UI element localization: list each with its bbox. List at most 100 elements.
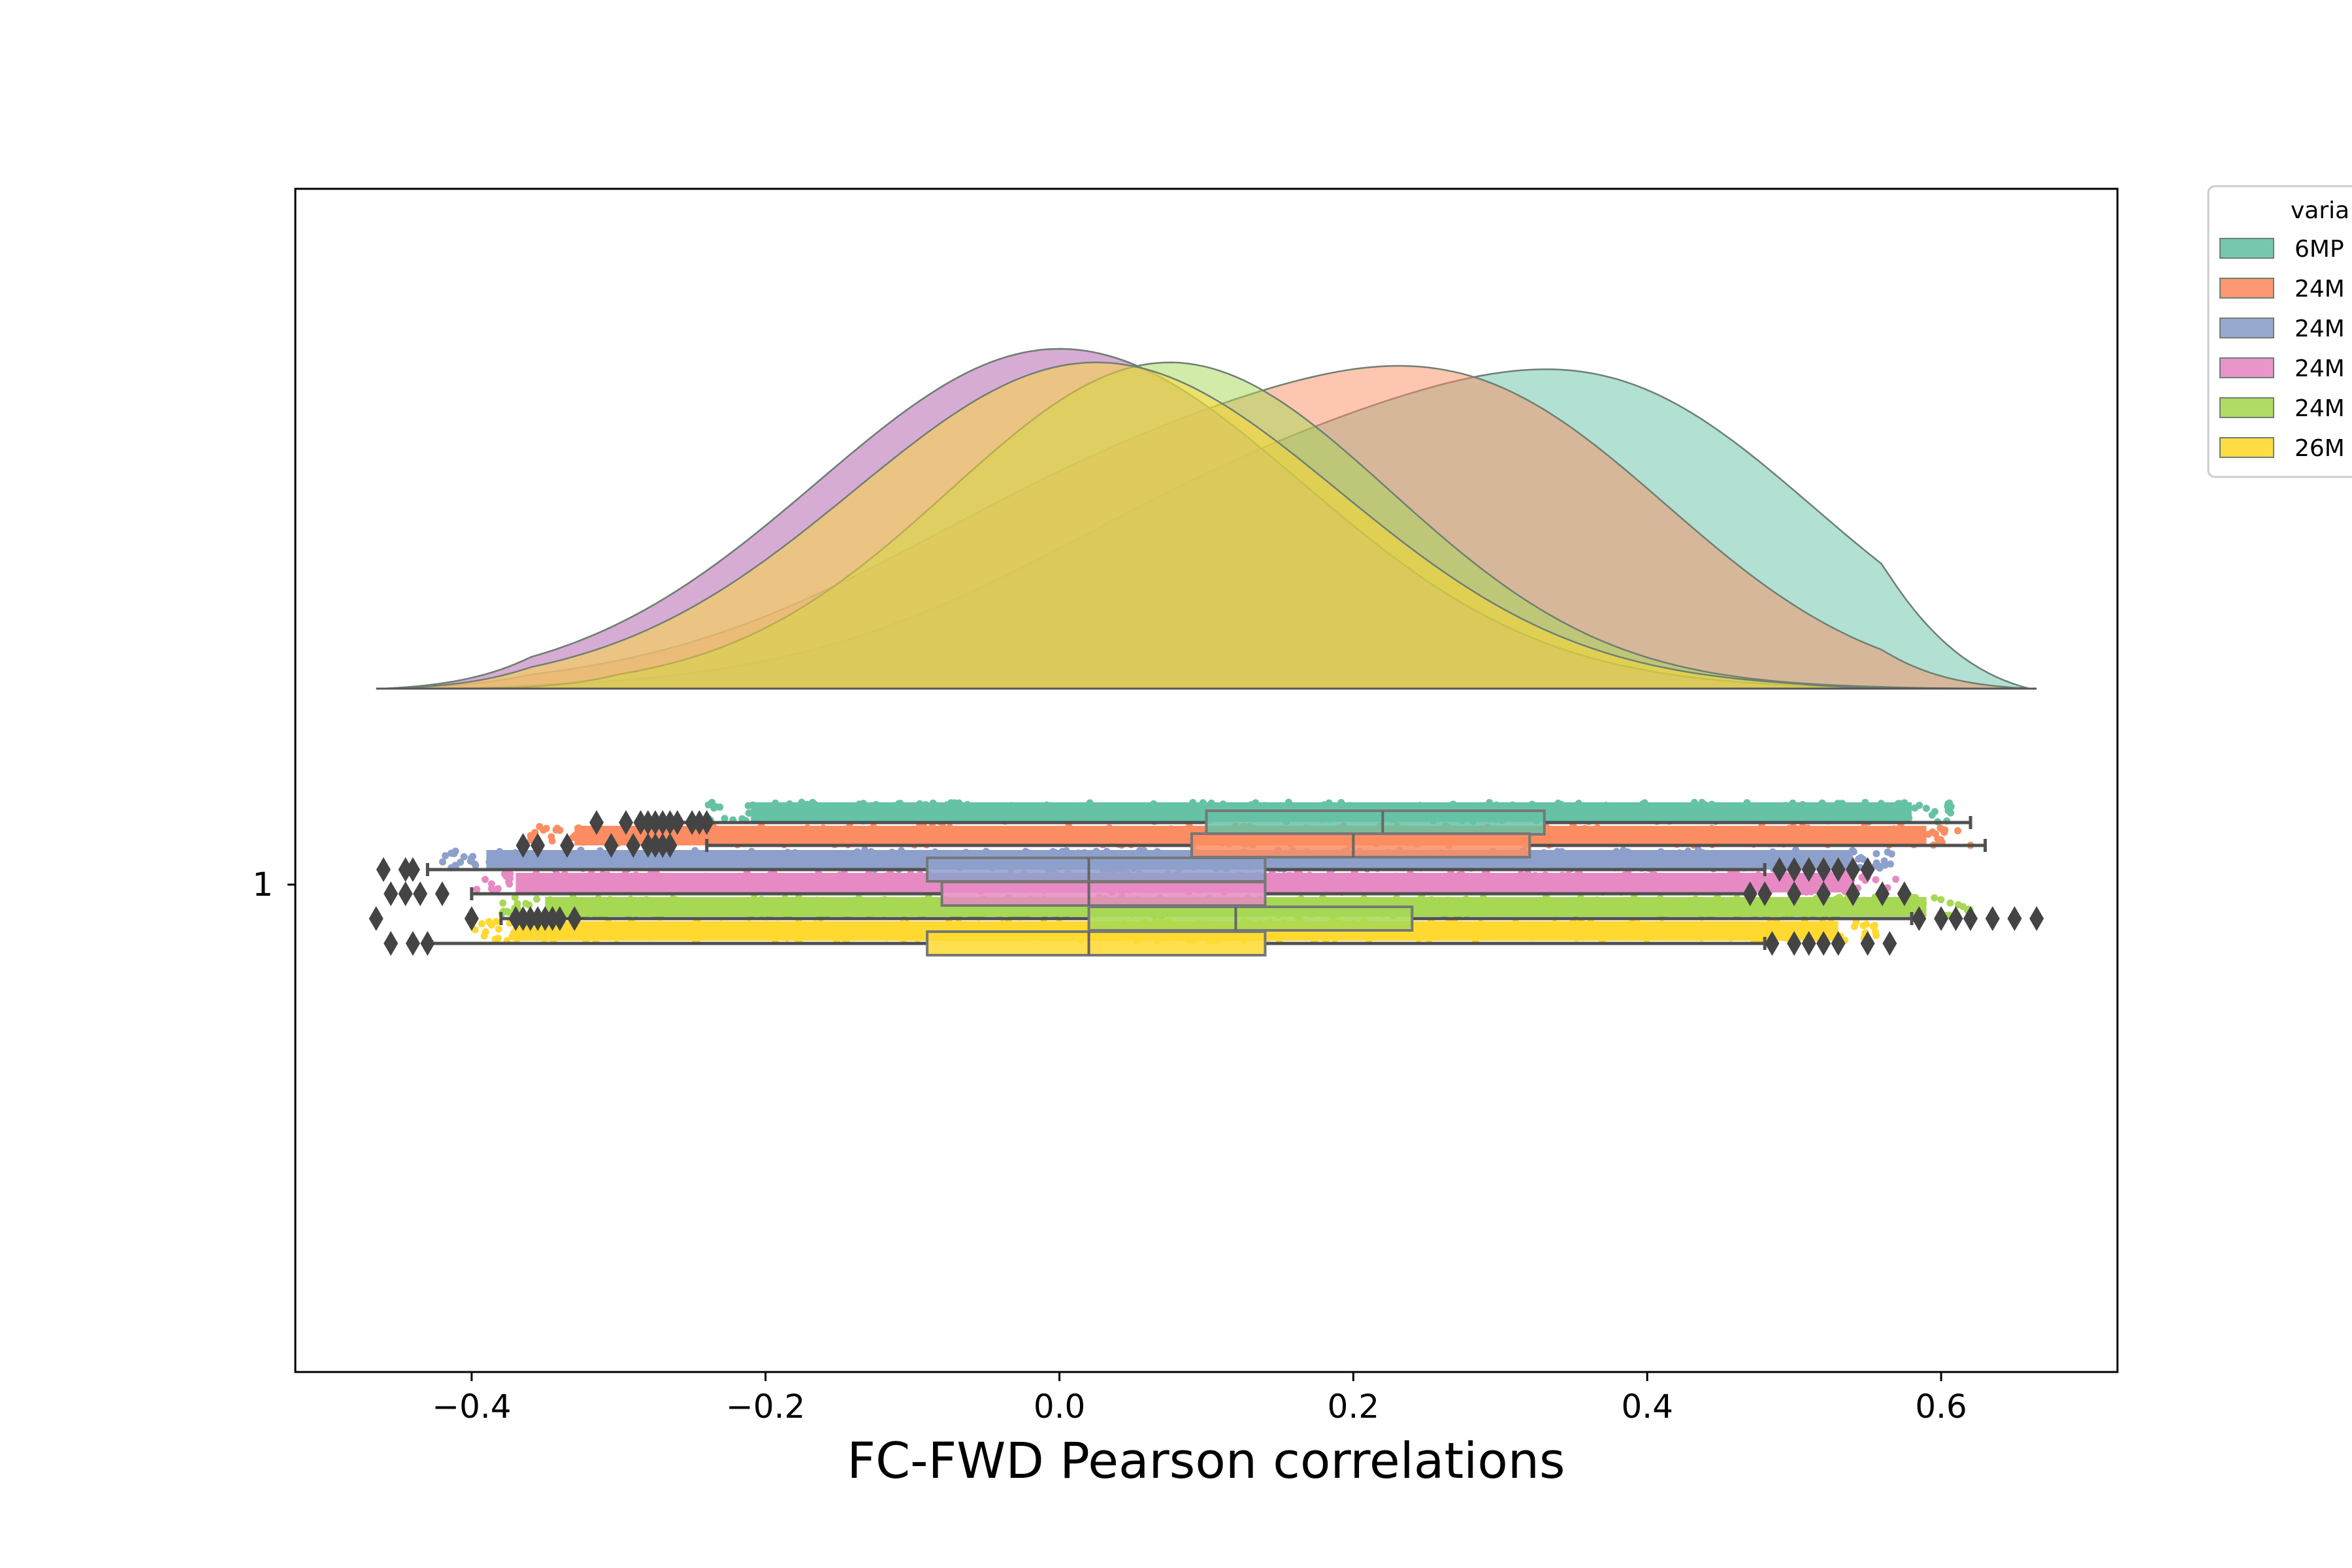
outlier-marker	[434, 881, 449, 906]
rain-point	[1872, 859, 1880, 867]
outlier-marker	[1985, 906, 2000, 931]
legend-entry-label: 26M	[2295, 435, 2345, 462]
outlier-marker	[685, 810, 700, 835]
rain-point	[1872, 932, 1880, 939]
outlier-marker	[413, 881, 428, 906]
x-tick-label: 0.6	[1915, 1388, 1967, 1426]
outlier-marker	[515, 906, 531, 931]
outlier-marker	[538, 906, 553, 931]
rain-point	[466, 857, 474, 865]
legend-swatch	[2219, 397, 2274, 418]
outlier-marker	[655, 810, 670, 835]
outlier-marker	[662, 833, 678, 858]
rain-point	[1947, 809, 1955, 817]
density-clouds	[376, 348, 2037, 690]
outlier-marker	[464, 906, 479, 931]
outlier-marker	[1816, 931, 1831, 956]
outlier-marker	[619, 810, 634, 835]
rain-point	[704, 801, 712, 809]
outlier-marker	[508, 906, 523, 931]
rain-point	[552, 826, 560, 834]
outlier-marker	[1860, 931, 1875, 956]
rain-point	[510, 929, 517, 937]
outlier-marker	[655, 833, 670, 858]
outlier-marker	[531, 906, 546, 931]
outlier-marker	[1875, 881, 1890, 906]
y-axis: 1	[252, 866, 295, 904]
outlier-marker	[1948, 906, 1963, 931]
rain-point	[478, 920, 486, 928]
outlier-marker	[398, 881, 413, 906]
rain-point	[1892, 875, 1900, 883]
rain-point	[473, 885, 481, 893]
outlier-marker	[560, 833, 575, 858]
rain-point	[1863, 921, 1870, 928]
outlier-marker	[648, 810, 663, 835]
density-cloud	[383, 361, 1942, 690]
outlier-marker	[1765, 931, 1780, 956]
rain-point	[442, 852, 449, 860]
rain-point	[1872, 876, 1880, 883]
rain-point	[457, 858, 465, 866]
rain-point	[460, 853, 468, 860]
rain-point	[495, 925, 502, 933]
rain-point	[485, 918, 493, 926]
outlier-marker	[1772, 857, 1787, 882]
rain-point	[1946, 799, 1953, 807]
rain-point	[711, 803, 719, 811]
outlier-marker	[567, 906, 582, 931]
rain-point	[482, 875, 489, 883]
outlier-marker	[515, 833, 531, 858]
legend-entry-label: 24M	[2295, 395, 2345, 422]
rain-point	[1954, 827, 1962, 834]
rain-point	[527, 832, 534, 840]
outlier-marker	[1860, 857, 1875, 882]
outlier-marker	[1912, 906, 1927, 931]
box-plots	[368, 809, 2044, 956]
x-tick-label: 0.4	[1621, 1388, 1673, 1426]
legend-entry-label: 24M	[2295, 276, 2345, 302]
outlier-marker	[604, 833, 619, 858]
outlier-marker	[1787, 881, 1802, 906]
rain-point	[1880, 857, 1888, 865]
x-axis-label: FC-FWD Pearson correlations	[847, 1431, 1565, 1490]
rain-point	[1887, 860, 1895, 868]
outlier-marker	[523, 906, 538, 931]
legend-swatch	[2219, 357, 2274, 378]
outlier-marker	[1882, 931, 1897, 956]
rain-point	[533, 895, 540, 903]
outlier-marker	[692, 810, 707, 835]
y-tick-label: 1	[252, 866, 273, 904]
outlier-marker	[531, 833, 546, 858]
outlier-marker	[420, 931, 435, 956]
rain-point	[1869, 923, 1877, 930]
rain-point	[721, 815, 728, 823]
plot-frame	[294, 188, 2119, 1373]
rain-point	[1931, 808, 1938, 815]
rain-point	[1940, 828, 1948, 836]
rain-point	[1946, 899, 1954, 907]
rain-point	[548, 837, 556, 845]
box-iqr	[926, 857, 1267, 883]
outlier-marker	[1897, 881, 1912, 906]
rain-point	[500, 870, 508, 878]
rain-point	[1855, 855, 1863, 863]
rain-point	[505, 878, 513, 886]
x-tick-label: −0.4	[432, 1388, 511, 1426]
box-iqr	[1087, 906, 1414, 932]
outlier-marker	[1963, 906, 1978, 931]
rain-point	[439, 858, 446, 866]
box-iqr	[940, 881, 1267, 907]
outlier-marker	[405, 931, 420, 956]
outlier-marker	[662, 810, 678, 835]
outlier-marker	[1934, 906, 1949, 931]
outlier-marker	[545, 906, 560, 931]
outlier-marker	[1831, 857, 1846, 882]
outlier-marker	[699, 810, 714, 835]
outlier-marker	[1831, 931, 1846, 956]
rain-point	[499, 899, 507, 907]
rain-point	[1872, 850, 1880, 858]
legend-swatch	[2219, 437, 2274, 458]
outlier-marker	[589, 810, 604, 835]
